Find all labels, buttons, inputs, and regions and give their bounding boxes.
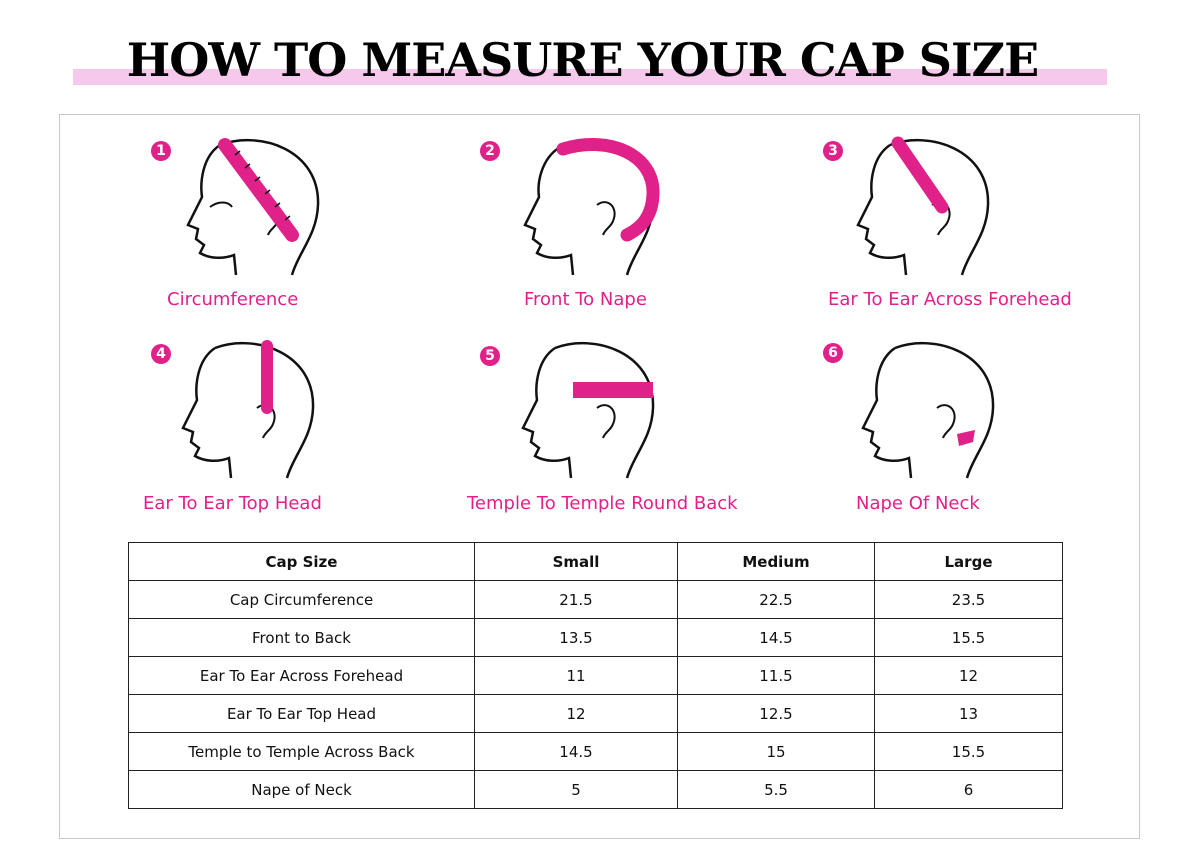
table-cell: 11 [474, 656, 678, 695]
step-caption: Front To Nape [524, 289, 647, 310]
table-cell: Front to Back [128, 618, 475, 657]
table-cell: 15 [677, 732, 875, 771]
table-header-cell: Small [474, 542, 678, 581]
table-row: Ear To Ear Top Head 12 12.5 13 [128, 694, 1063, 733]
table-cell: 5.5 [677, 770, 875, 809]
step-number-badge: 3 [823, 141, 843, 161]
cap-size-table: Cap Size Small Medium Large Cap Circumfe… [128, 542, 1063, 809]
table-cell: 21.5 [474, 580, 678, 619]
table-cell: 13 [874, 694, 1063, 733]
table-cell: 23.5 [874, 580, 1063, 619]
table-cell: 14.5 [677, 618, 875, 657]
step-caption: Ear To Ear Across Forehead [828, 289, 1072, 310]
table-cell: 13.5 [474, 618, 678, 657]
title-highlight-band [73, 69, 1107, 85]
table-header-cell: Medium [677, 542, 875, 581]
head-nape-of-neck-icon [861, 341, 995, 479]
step-caption: Temple To Temple Round Back [467, 493, 738, 514]
table-row: Ear To Ear Across Forehead 11 11.5 12 [128, 656, 1063, 695]
table-cell: 12 [474, 694, 678, 733]
step-caption: Nape Of Neck [856, 493, 980, 514]
table-cell: Nape of Neck [128, 770, 475, 809]
table-cell: 22.5 [677, 580, 875, 619]
table-row: Temple to Temple Across Back 14.5 15 15.… [128, 732, 1063, 771]
table-cell: 15.5 [874, 732, 1063, 771]
table-cell: 11.5 [677, 656, 875, 695]
step-number-badge: 6 [823, 343, 843, 363]
table-cell: Cap Circumference [128, 580, 475, 619]
table-row: Cap Circumference 21.5 22.5 23.5 [128, 580, 1063, 619]
table-cell: Ear To Ear Top Head [128, 694, 475, 733]
head-front-to-nape-icon [523, 138, 660, 276]
step-number-badge: 1 [151, 141, 171, 161]
table-header-cell: Cap Size [128, 542, 475, 581]
measurement-panel [59, 114, 1140, 839]
table-cell: Temple to Temple Across Back [128, 732, 475, 771]
table-cell: 12 [874, 656, 1063, 695]
table-cell: 5 [474, 770, 678, 809]
step-number-badge: 2 [480, 141, 500, 161]
step-caption: Ear To Ear Top Head [143, 493, 322, 514]
table-header-row: Cap Size Small Medium Large [128, 542, 1063, 581]
head-temple-to-temple-icon [521, 341, 655, 479]
page-title: HOW TO MEASURE YOUR CAP SIZE [126, 33, 1039, 87]
table-cell: 12.5 [677, 694, 875, 733]
head-circumference-icon [186, 138, 320, 276]
table-cell: 6 [874, 770, 1063, 809]
head-ear-to-ear-top-icon [181, 340, 315, 479]
step-number-badge: 5 [480, 346, 500, 366]
title-area: HOW TO MEASURE YOUR CAP SIZE [0, 0, 1200, 100]
table-header-cell: Large [874, 542, 1063, 581]
head-ear-to-ear-forehead-icon [856, 136, 990, 276]
table-cell: Ear To Ear Across Forehead [128, 656, 475, 695]
table-cell: 15.5 [874, 618, 1063, 657]
table-row: Nape of Neck 5 5.5 6 [128, 770, 1063, 809]
step-number-badge: 4 [151, 344, 171, 364]
table-row: Front to Back 13.5 14.5 15.5 [128, 618, 1063, 657]
step-caption: Circumference [167, 289, 299, 310]
table-cell: 14.5 [474, 732, 678, 771]
